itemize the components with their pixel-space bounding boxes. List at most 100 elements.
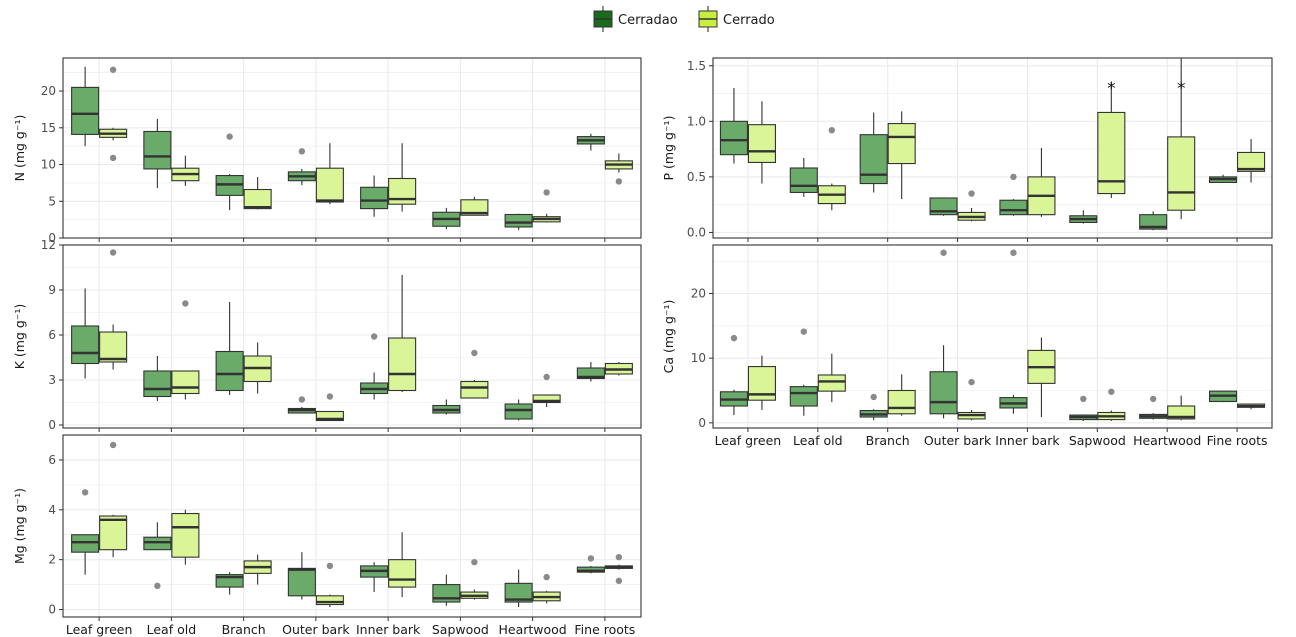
box-cerradao-leaf-green bbox=[719, 334, 748, 416]
box-cerrado-inner-bark bbox=[388, 532, 417, 598]
box-cerrado-leaf-old bbox=[817, 353, 846, 403]
box-body bbox=[315, 167, 344, 203]
box-body bbox=[388, 559, 417, 588]
outlier-point bbox=[543, 373, 550, 381]
box-body bbox=[99, 331, 128, 363]
panel-border bbox=[712, 244, 1273, 429]
box-cerradao-branch bbox=[215, 133, 244, 211]
box-body bbox=[360, 186, 389, 210]
box-body bbox=[71, 534, 100, 553]
box-body bbox=[171, 370, 200, 395]
outlier-point bbox=[154, 582, 161, 590]
box-cerradao-heartwood bbox=[504, 399, 533, 421]
box-body bbox=[576, 566, 605, 573]
outlier-point bbox=[326, 562, 334, 570]
box-cerradao-heartwood bbox=[1139, 211, 1168, 231]
y-tick-label: 0 bbox=[48, 603, 56, 617]
y-axis-label: Mg (mg g⁻¹) bbox=[12, 488, 27, 564]
y-tick-label: 12 bbox=[41, 238, 56, 252]
y-tick-label: 0 bbox=[48, 418, 56, 432]
box-body bbox=[143, 536, 172, 551]
box-body bbox=[243, 188, 272, 210]
box-cerrado-leaf-green bbox=[747, 101, 776, 184]
legend: Cerradao Cerrado bbox=[593, 6, 775, 32]
outlier-point bbox=[828, 127, 836, 134]
box-cerradao-sapwood bbox=[432, 207, 461, 230]
outlier-point bbox=[326, 393, 334, 400]
outlier-point bbox=[1080, 395, 1087, 403]
box-cerradao-leaf-green bbox=[719, 88, 748, 164]
box-cerrado-branch bbox=[243, 177, 272, 210]
box-cerrado-outer-bark bbox=[957, 190, 986, 222]
box-body bbox=[1167, 405, 1196, 420]
x-tick-label: Fine roots bbox=[1207, 433, 1268, 448]
box-body bbox=[460, 380, 489, 399]
box-cerradao-leaf-old bbox=[143, 356, 172, 401]
box-body bbox=[817, 374, 846, 392]
outlier-point bbox=[615, 178, 623, 185]
panel-border bbox=[62, 244, 642, 429]
box-cerradao-branch bbox=[215, 572, 244, 595]
box-cerradao-branch bbox=[859, 393, 888, 421]
box-cerradao-branch bbox=[215, 302, 244, 395]
box-cerradao-inner-bark bbox=[360, 333, 389, 400]
panel-2: 0 3 6 9 12 K (mg g⁻¹) bbox=[12, 238, 642, 432]
x-tick-label: Sapwood bbox=[1069, 433, 1126, 448]
box-cerrado-heartwood bbox=[1167, 395, 1196, 421]
box-body bbox=[576, 367, 605, 380]
box-cerrado-sapwood bbox=[1097, 388, 1126, 421]
outlier-point bbox=[226, 133, 233, 140]
box-body bbox=[215, 350, 244, 392]
box-cerrado-branch bbox=[887, 111, 916, 200]
box-cerradao-sapwood bbox=[432, 574, 461, 606]
panel-3: 0 2 4 6 Mg (mg g⁻¹) Leaf green Leaf old Branch O… bbox=[12, 434, 642, 637]
panel-border bbox=[62, 434, 642, 618]
x-tick-label: Leaf green bbox=[715, 433, 782, 448]
box-cerradao-fine-roots bbox=[576, 133, 605, 151]
box-body bbox=[859, 134, 888, 185]
y-tick-label: 9 bbox=[48, 283, 56, 297]
y-tick-label: 20 bbox=[691, 286, 706, 300]
box-cerrado-heartwood bbox=[532, 189, 561, 223]
box-cerrado-fine-roots bbox=[604, 153, 633, 185]
box-body bbox=[999, 199, 1028, 216]
box-cerradao-inner-bark bbox=[999, 173, 1028, 216]
outlier-point bbox=[109, 441, 117, 449]
y-tick-label: 0 bbox=[698, 416, 706, 430]
box-cerrado-heartwood bbox=[1167, 58, 1196, 220]
box-body bbox=[315, 410, 344, 422]
box-body bbox=[1097, 111, 1126, 195]
box-cerradao-fine-roots bbox=[576, 362, 605, 382]
box-body bbox=[887, 123, 916, 165]
box-cerrado-inner-bark bbox=[1027, 337, 1056, 418]
box-body bbox=[789, 167, 818, 193]
x-tick-label: Heartwood bbox=[1133, 433, 1201, 448]
outlier-point bbox=[615, 577, 623, 585]
box-cerrado-fine-roots bbox=[604, 362, 633, 376]
x-tick-label: Outer bark bbox=[924, 433, 992, 448]
box-cerradao-leaf-green bbox=[71, 489, 100, 575]
box-cerrado-leaf-old bbox=[171, 509, 200, 565]
box-cerrado-leaf-old bbox=[817, 127, 846, 211]
box-cerrado-inner-bark bbox=[388, 275, 417, 392]
y-tick-label: 0.0 bbox=[687, 225, 706, 239]
box-cerrado-heartwood bbox=[532, 373, 561, 407]
outlier-point bbox=[109, 154, 117, 162]
box-cerrado-sapwood bbox=[460, 558, 489, 600]
significance-annotation: * bbox=[1177, 79, 1186, 99]
outlier-point bbox=[81, 489, 89, 496]
outlier-point bbox=[543, 573, 550, 581]
y-tick-label: 1.5 bbox=[687, 59, 706, 73]
box-cerradao-outer-bark bbox=[287, 396, 316, 414]
box-cerradao-outer-bark bbox=[287, 148, 316, 186]
y-tick-label: 4 bbox=[48, 503, 56, 517]
box-body bbox=[1167, 136, 1196, 211]
box-cerradao-sapwood bbox=[1069, 395, 1098, 421]
box-cerradao-heartwood bbox=[504, 569, 533, 608]
box-body bbox=[315, 595, 344, 606]
box-cerradao-inner-bark bbox=[360, 562, 389, 593]
y-tick-label: 10 bbox=[691, 351, 706, 365]
box-cerrado-branch bbox=[887, 374, 916, 416]
box-cerrado-sapwood bbox=[460, 196, 489, 216]
